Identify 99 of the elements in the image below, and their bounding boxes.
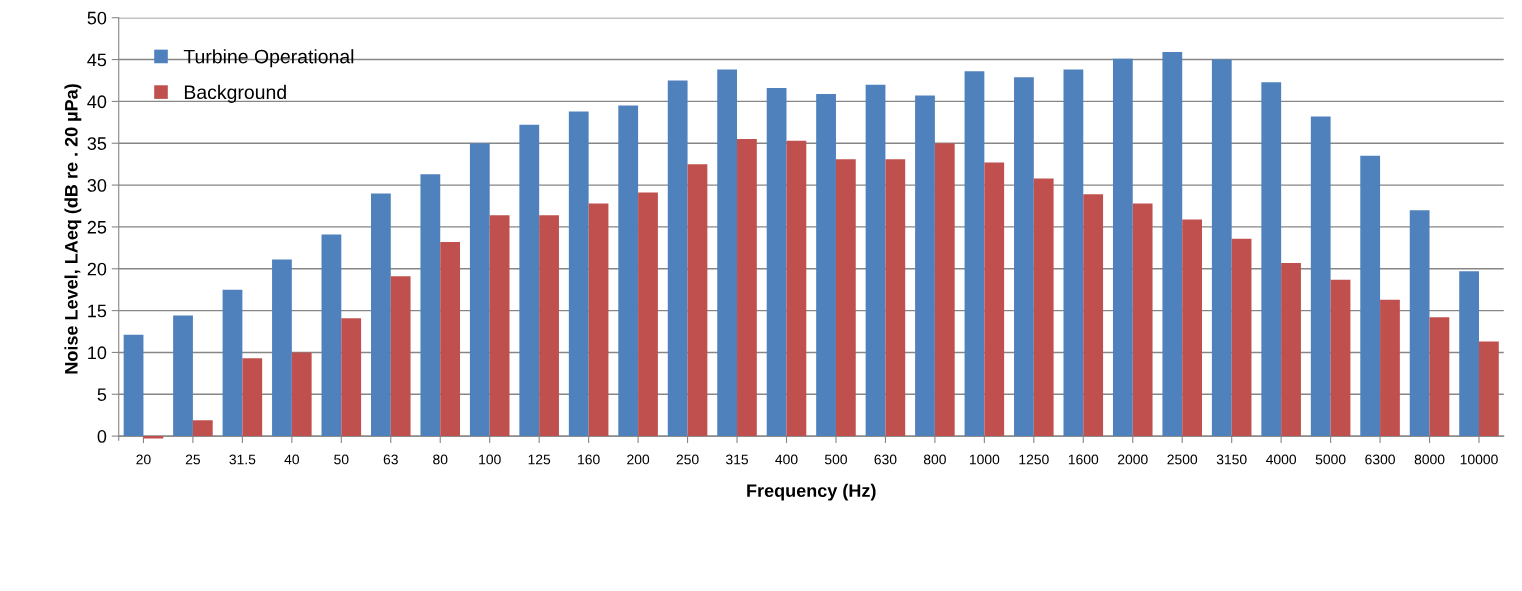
bar: [1360, 155, 1381, 437]
y-tick-label: 45: [87, 53, 107, 67]
bar: [539, 215, 559, 437]
x-tick-label: 250: [676, 454, 699, 465]
bar: [173, 315, 193, 437]
x-tick-label: 50: [334, 454, 349, 465]
x-tick-label: 20: [136, 454, 151, 465]
y-tick-label: 10: [88, 346, 107, 360]
x-tick-label: 315: [725, 454, 749, 465]
x-tick-label: 3150: [1216, 454, 1247, 465]
y-tick-label: 0: [97, 430, 107, 443]
y-tick-label: 5: [97, 388, 107, 401]
bar: [1211, 59, 1232, 437]
x-tick-label: 80: [433, 454, 448, 465]
bar: [1112, 58, 1133, 437]
bar: [934, 143, 955, 437]
y-axis-title: Noise Level, LAeq (dB re . 20 µPa): [64, 84, 82, 374]
bar: [123, 334, 144, 437]
x-tick-label: 500: [824, 454, 847, 465]
bar: [885, 159, 906, 437]
bar: [272, 259, 292, 437]
bar: [1083, 194, 1104, 437]
x-tick-label: 4000: [1266, 454, 1297, 465]
bar: [1310, 116, 1331, 437]
y-tick-label: 15: [88, 304, 107, 318]
y-tick-label: 25: [87, 220, 107, 234]
x-tick-label: 200: [627, 454, 650, 465]
bar: [242, 358, 263, 437]
bar: [420, 174, 441, 437]
x-tick-label: 800: [923, 454, 946, 465]
bar: [1459, 271, 1479, 437]
x-tick-label: 400: [775, 454, 798, 465]
bar: [618, 105, 639, 437]
y-tick-label: 50: [87, 11, 107, 25]
bar: [1033, 178, 1054, 437]
bar: [964, 71, 985, 437]
x-tick-label: 25: [185, 454, 201, 465]
bar: [835, 159, 856, 437]
bar: [667, 80, 688, 437]
x-tick-label: 63: [383, 454, 398, 465]
bar: [341, 318, 362, 437]
bar: [865, 84, 886, 437]
x-tick-label: 630: [874, 454, 897, 465]
x-tick-label: 31.5: [229, 454, 256, 465]
bar: [1231, 238, 1252, 437]
bar: [816, 93, 836, 437]
x-tick-label: 100: [479, 454, 501, 465]
bar: [143, 436, 164, 439]
bar: [1014, 77, 1034, 437]
x-tick-label: 160: [578, 454, 600, 465]
bar: [687, 164, 708, 437]
x-tick-label: 1250: [1019, 454, 1049, 465]
bar: [519, 124, 540, 437]
bar: [440, 241, 461, 437]
bar: [1429, 317, 1450, 437]
x-tick-label: 8000: [1414, 454, 1445, 465]
bar: [1330, 279, 1351, 437]
x-tick-label: 6300: [1365, 454, 1395, 465]
bar: [1479, 341, 1499, 437]
x-tick-label: 2000: [1118, 454, 1148, 465]
bar: [321, 234, 342, 437]
bar: [469, 143, 490, 437]
bar: [638, 192, 658, 437]
bar: [1063, 69, 1084, 437]
bar: [915, 95, 935, 437]
bar: [1261, 82, 1282, 437]
legend-label: Turbine Operational: [183, 49, 354, 68]
legend-label: Background: [184, 84, 286, 103]
bar: [1380, 299, 1400, 437]
bar: [717, 69, 738, 437]
bar: [390, 276, 411, 437]
bar: [1409, 210, 1430, 437]
x-tick-label: 125: [528, 454, 551, 465]
x-tick-label: 2500: [1167, 454, 1198, 465]
x-axis-title: Frequency (Hz): [747, 483, 876, 501]
bar: [1182, 219, 1202, 437]
bar: [984, 162, 1005, 437]
bar: [786, 140, 807, 437]
bar: [192, 420, 213, 437]
bar: [489, 215, 510, 437]
y-tick-label: 30: [87, 179, 107, 192]
bar: [1162, 52, 1183, 437]
bar: [588, 203, 609, 437]
bar: [568, 111, 589, 437]
bar: [291, 352, 312, 437]
bar: [1132, 203, 1153, 437]
bar: [222, 289, 243, 437]
y-tick-label: 35: [87, 137, 107, 150]
bar: [370, 193, 391, 437]
x-tick-label: 10000: [1460, 454, 1498, 465]
bar: [1281, 262, 1301, 437]
x-tick-label: 1600: [1068, 454, 1099, 465]
bar: [766, 88, 787, 437]
y-tick-label: 40: [87, 95, 107, 109]
y-tick-label: 20: [87, 262, 107, 276]
x-tick-label: 40: [284, 454, 300, 465]
x-tick-label: 1000: [969, 454, 1000, 465]
x-tick-label: 5000: [1315, 454, 1346, 465]
bar: [737, 139, 757, 437]
